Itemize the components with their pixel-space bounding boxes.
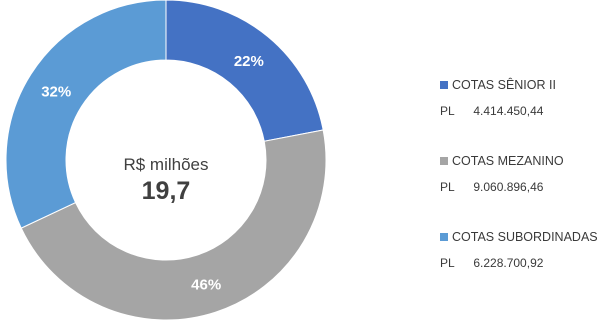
legend-name: COTAS SUBORDINADAS <box>452 230 598 244</box>
slice-label: 22% <box>234 53 264 70</box>
legend-name: COTAS SÊNIOR II <box>452 78 556 92</box>
pl-value: 6.228.700,92 <box>473 256 544 270</box>
center-value: 19,7 <box>142 177 191 205</box>
donut-slices <box>5 0 327 321</box>
pl-label: PL <box>440 104 455 118</box>
pl-label: PL <box>440 180 455 194</box>
legend-name: COTAS MEZANINO <box>452 154 564 168</box>
pl-value: 9.060.896,46 <box>473 180 544 194</box>
pl-value: 4.414.450,44 <box>473 104 544 118</box>
legend-entry-mezanino: COTAS MEZANINO PL 9.060.896,46 <box>440 154 606 230</box>
slice-labels: 22% 46% 32% <box>41 53 264 294</box>
donut-slice <box>165 0 324 142</box>
legend-entry-senior: COTAS SÊNIOR II PL 4.414.450,44 <box>440 78 606 154</box>
donut-slice <box>20 129 327 321</box>
slice-label: 32% <box>41 83 71 100</box>
legend-entry-subordinadas: COTAS SUBORDINADAS PL 6.228.700,92 <box>440 230 606 306</box>
legend-swatch <box>440 233 448 241</box>
donut-chart: 22% 46% 32% R$ milhões 19,7 <box>5 0 327 321</box>
chart-legend: COTAS SÊNIOR II PL 4.414.450,44 COTAS ME… <box>440 78 606 306</box>
pl-label: PL <box>440 256 455 270</box>
slice-label: 46% <box>191 277 221 294</box>
center-label: R$ milhões <box>123 155 208 174</box>
legend-swatch <box>440 81 448 89</box>
legend-swatch <box>440 157 448 165</box>
donut-slice <box>5 0 167 229</box>
